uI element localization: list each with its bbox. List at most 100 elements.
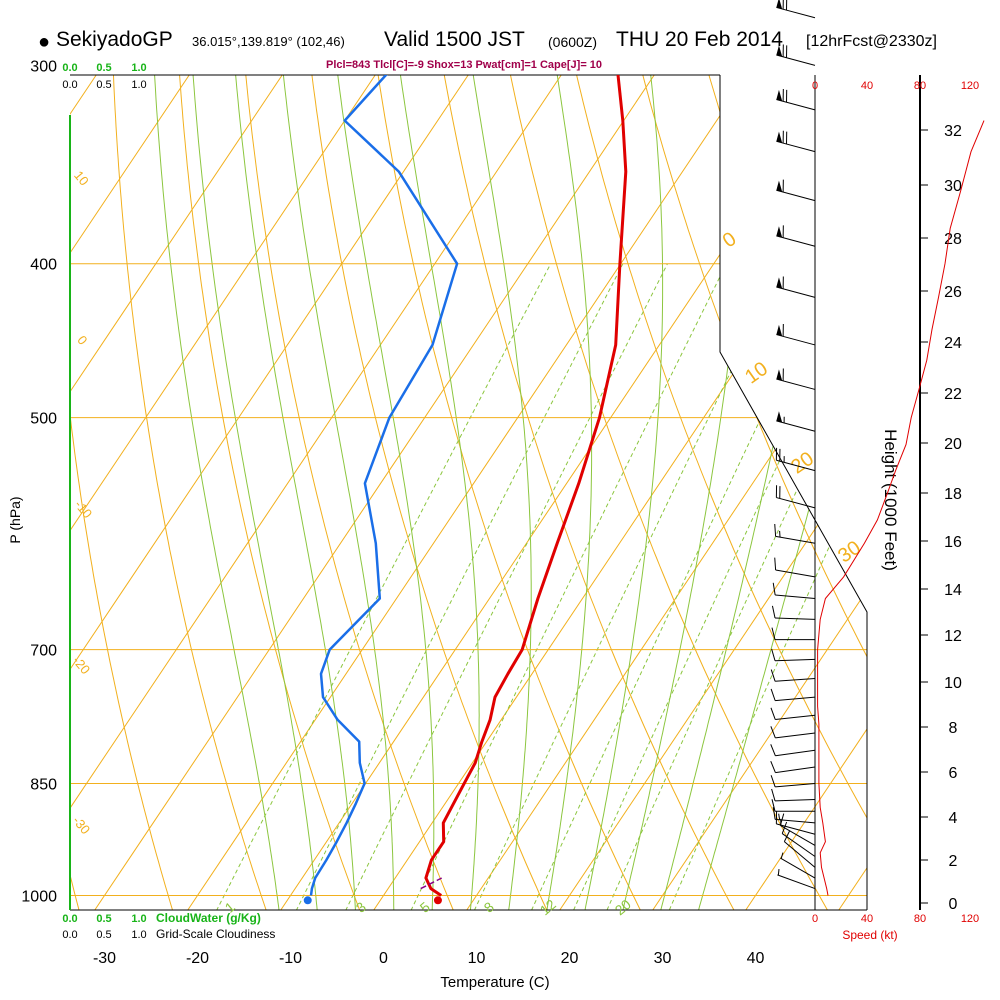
- barb-pennant: [776, 277, 783, 289]
- pressure-axis-label: P (hPa): [7, 496, 23, 543]
- isotherm-label: -30: [70, 813, 94, 837]
- mixing-ratio-label: 20: [612, 896, 634, 918]
- dry-adiabat: [70, 75, 173, 910]
- height-tick-label: 24: [944, 335, 962, 352]
- speed-tick-bottom: 0: [812, 913, 818, 925]
- sounding-indices: Plcl=843 Tlcl[C]=-9 Shox=13 Pwat[cm]=1 C…: [326, 59, 603, 71]
- mixing-ratio-line: [657, 263, 867, 910]
- height-tick-label: 8: [949, 720, 958, 737]
- cloudwater-tick-bottom: 0.0: [62, 913, 77, 925]
- barb-half-flag: [780, 852, 784, 859]
- station-marker: ●: [38, 31, 51, 53]
- dry-adiabat: [244, 75, 454, 910]
- barb-flag: [771, 627, 776, 640]
- wind-barb: [777, 869, 816, 890]
- moist-adiabat: [449, 75, 532, 910]
- barb-shaft: [775, 798, 816, 802]
- mixing-ratio-label: 8: [481, 898, 497, 915]
- wind-barb: [772, 807, 816, 824]
- cloudwater-tick-top: 0.5: [96, 62, 111, 74]
- valid-date: THU 20 Feb 2014: [616, 28, 783, 51]
- isotherm: [70, 75, 190, 910]
- barb-shaft: [780, 825, 816, 846]
- dry-adiabat: [972, 70, 1000, 910]
- barb-shaft: [777, 874, 816, 890]
- height-tick-label: 20: [944, 436, 962, 453]
- barb-shaft: [775, 617, 816, 620]
- wind-barb: [771, 605, 816, 620]
- barb-shaft: [775, 766, 816, 774]
- wind-barb: [772, 582, 816, 599]
- isotherm: [94, 75, 655, 910]
- isotherm: [70, 75, 283, 910]
- dry-adiabat: [575, 75, 867, 910]
- barb-flag: [770, 726, 776, 739]
- wind-barb: [770, 669, 816, 682]
- wind-barb: [776, 276, 816, 298]
- speed-line: [817, 120, 985, 896]
- barb-shaft: [781, 833, 816, 857]
- wind-barb: [770, 760, 816, 774]
- isotherm: [70, 75, 562, 910]
- wind-barb: [776, 324, 816, 346]
- wind-barb: [771, 627, 815, 641]
- barb-shaft: [775, 749, 816, 757]
- barb-shaft: [784, 841, 816, 868]
- barb-shaft: [775, 594, 816, 599]
- valid-zulu: (0600Z): [548, 34, 598, 50]
- cloudwater-tick-top: 0.0: [62, 62, 77, 74]
- temperature-tick-label: 40: [747, 950, 765, 967]
- cloudiness-tick-top: 0.0: [62, 79, 77, 91]
- barb-pennant: [776, 411, 783, 423]
- wind-barb: [771, 788, 816, 802]
- barb-flag: [774, 523, 777, 537]
- height-tick-label: 10: [944, 675, 962, 692]
- cloudiness-tick-bottom: 0.0: [62, 929, 77, 941]
- forecast-info: [12hrFcst@2330z]: [806, 33, 937, 50]
- barb-flag: [770, 775, 776, 788]
- barb-shaft: [776, 497, 816, 509]
- temperature-tick-label: 10: [468, 950, 486, 967]
- temperature-tick-label: -20: [186, 950, 209, 967]
- station-name: SekiyadoGP: [56, 28, 173, 51]
- height-tick-label: 12: [944, 628, 962, 645]
- cloudwater-tick-bottom: 1.0: [131, 913, 146, 925]
- barb-shaft: [776, 99, 816, 111]
- height-tick-label: 4: [949, 810, 958, 827]
- wind-barb: [771, 799, 815, 812]
- temperature-line: [424, 75, 628, 897]
- barb-pennant: [776, 180, 783, 192]
- speed-tick-bottom: 120: [961, 913, 979, 925]
- barb-shaft: [776, 459, 816, 472]
- frame-right: [719, 75, 868, 910]
- barb-pennant: [776, 89, 783, 102]
- barb-shaft: [775, 714, 816, 720]
- height-tick-label: 22: [944, 386, 962, 403]
- moist-adiabat: [185, 75, 320, 910]
- moist-adiabat: [320, 75, 435, 910]
- wind-barb: [770, 744, 816, 757]
- dry-adiabat: [310, 75, 548, 910]
- cloudwater-label: CloudWater (g/Kg): [156, 911, 261, 925]
- height-tick-label: 2: [949, 853, 958, 870]
- parcel-line: [420, 877, 443, 890]
- moist-adiabat: [653, 75, 848, 910]
- isotherm: [187, 75, 748, 910]
- barb-shaft: [775, 678, 816, 682]
- isotherm: [466, 75, 867, 910]
- barb-flag: [770, 707, 776, 720]
- pressure-tick-label: 850: [30, 776, 57, 793]
- dry-adiabat: [442, 75, 735, 910]
- height-tick-label: 18: [944, 486, 962, 503]
- pressure-tick-label: 400: [30, 257, 57, 274]
- wind-barb: [770, 688, 816, 702]
- pressure-tick-label: 500: [30, 411, 57, 428]
- isotherm-label: 10: [71, 168, 92, 189]
- height-tick-label: 16: [944, 534, 962, 551]
- cloudiness-tick-bottom: 1.0: [131, 929, 146, 941]
- wind-barb: [770, 726, 816, 739]
- barb-pennant: [776, 226, 783, 238]
- dry-adiabat: [376, 75, 641, 910]
- speed-tick-top: 0: [812, 80, 818, 92]
